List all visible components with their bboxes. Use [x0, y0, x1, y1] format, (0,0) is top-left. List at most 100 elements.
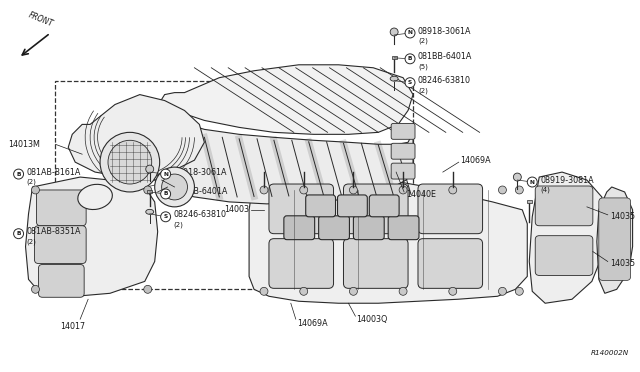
FancyBboxPatch shape	[418, 184, 483, 234]
Text: (2): (2)	[418, 38, 428, 44]
Text: 14035: 14035	[610, 259, 635, 268]
Text: 08246-63810: 08246-63810	[418, 76, 471, 85]
Text: B: B	[408, 56, 412, 61]
Text: (2): (2)	[418, 87, 428, 94]
Ellipse shape	[146, 209, 154, 214]
Circle shape	[300, 287, 308, 295]
Text: 14069A: 14069A	[460, 155, 490, 165]
FancyBboxPatch shape	[392, 56, 397, 59]
Text: S: S	[164, 214, 168, 219]
FancyBboxPatch shape	[147, 190, 152, 193]
FancyBboxPatch shape	[527, 201, 532, 203]
Circle shape	[155, 167, 195, 207]
Circle shape	[108, 140, 152, 184]
Circle shape	[300, 186, 308, 194]
Circle shape	[405, 54, 415, 64]
Text: N: N	[408, 31, 412, 35]
Circle shape	[161, 212, 171, 222]
Circle shape	[513, 173, 522, 181]
Circle shape	[13, 169, 24, 179]
Circle shape	[390, 28, 398, 36]
FancyBboxPatch shape	[535, 236, 593, 275]
Text: B: B	[163, 192, 168, 196]
FancyBboxPatch shape	[269, 184, 333, 234]
Text: 14017: 14017	[60, 321, 84, 331]
Text: (5): (5)	[173, 199, 184, 205]
Text: (2): (2)	[26, 179, 36, 185]
Text: 081BB-6401A: 081BB-6401A	[173, 187, 228, 196]
FancyBboxPatch shape	[337, 195, 367, 217]
FancyBboxPatch shape	[36, 190, 86, 226]
FancyBboxPatch shape	[284, 216, 315, 240]
Text: (2): (2)	[26, 238, 36, 245]
FancyBboxPatch shape	[391, 163, 415, 179]
Text: R140002N: R140002N	[591, 350, 628, 356]
FancyBboxPatch shape	[269, 239, 333, 288]
Circle shape	[499, 287, 506, 295]
FancyBboxPatch shape	[391, 124, 415, 139]
Text: (2): (2)	[173, 221, 184, 228]
Circle shape	[405, 28, 415, 38]
Polygon shape	[159, 65, 413, 134]
Text: 14013M: 14013M	[9, 140, 40, 149]
Circle shape	[527, 177, 537, 187]
Circle shape	[399, 287, 407, 295]
Text: 14040E: 14040E	[406, 190, 436, 199]
Text: (5): (5)	[418, 64, 428, 70]
Text: 08246-63810: 08246-63810	[173, 210, 227, 219]
Polygon shape	[26, 177, 157, 296]
Polygon shape	[529, 172, 605, 303]
Circle shape	[31, 186, 40, 194]
Text: S: S	[408, 80, 412, 85]
Polygon shape	[597, 187, 632, 293]
FancyBboxPatch shape	[599, 198, 630, 280]
Text: FRONT: FRONT	[27, 11, 54, 29]
Text: 14003Q: 14003Q	[356, 315, 388, 324]
Text: (4): (4)	[540, 187, 550, 193]
Text: 08918-3061A: 08918-3061A	[418, 26, 472, 35]
Circle shape	[515, 287, 524, 295]
FancyBboxPatch shape	[38, 264, 84, 297]
Circle shape	[349, 186, 357, 194]
Text: (2): (2)	[173, 179, 184, 185]
Text: 14035: 14035	[610, 212, 635, 221]
FancyBboxPatch shape	[418, 239, 483, 288]
Ellipse shape	[390, 76, 398, 81]
Circle shape	[405, 78, 415, 88]
Circle shape	[449, 186, 457, 194]
Polygon shape	[249, 174, 527, 303]
Circle shape	[449, 287, 457, 295]
FancyBboxPatch shape	[344, 239, 408, 288]
Polygon shape	[150, 103, 413, 204]
FancyBboxPatch shape	[35, 226, 86, 263]
Circle shape	[146, 165, 154, 173]
Circle shape	[260, 287, 268, 295]
Text: 16293M: 16293M	[157, 189, 190, 198]
Text: 14003: 14003	[224, 205, 249, 214]
Text: 081BB-6401A: 081BB-6401A	[418, 52, 472, 61]
FancyBboxPatch shape	[319, 216, 349, 240]
Circle shape	[100, 132, 159, 192]
Text: B: B	[17, 231, 20, 236]
Circle shape	[499, 186, 506, 194]
Circle shape	[161, 189, 171, 199]
Circle shape	[144, 186, 152, 194]
Text: 081AB-8161A: 081AB-8161A	[26, 168, 81, 177]
FancyBboxPatch shape	[306, 195, 335, 217]
Text: B: B	[17, 171, 20, 177]
Text: N: N	[530, 180, 534, 185]
Circle shape	[162, 174, 188, 200]
Polygon shape	[68, 94, 204, 177]
FancyBboxPatch shape	[369, 195, 399, 217]
FancyBboxPatch shape	[535, 186, 593, 226]
Circle shape	[515, 186, 524, 194]
Circle shape	[144, 285, 152, 293]
FancyBboxPatch shape	[344, 184, 408, 234]
Text: 081AB-8351A: 081AB-8351A	[26, 227, 81, 236]
Circle shape	[13, 229, 24, 239]
Circle shape	[349, 287, 357, 295]
Circle shape	[399, 186, 407, 194]
Text: 14069A: 14069A	[297, 318, 328, 328]
FancyBboxPatch shape	[388, 216, 419, 240]
Circle shape	[31, 285, 40, 293]
